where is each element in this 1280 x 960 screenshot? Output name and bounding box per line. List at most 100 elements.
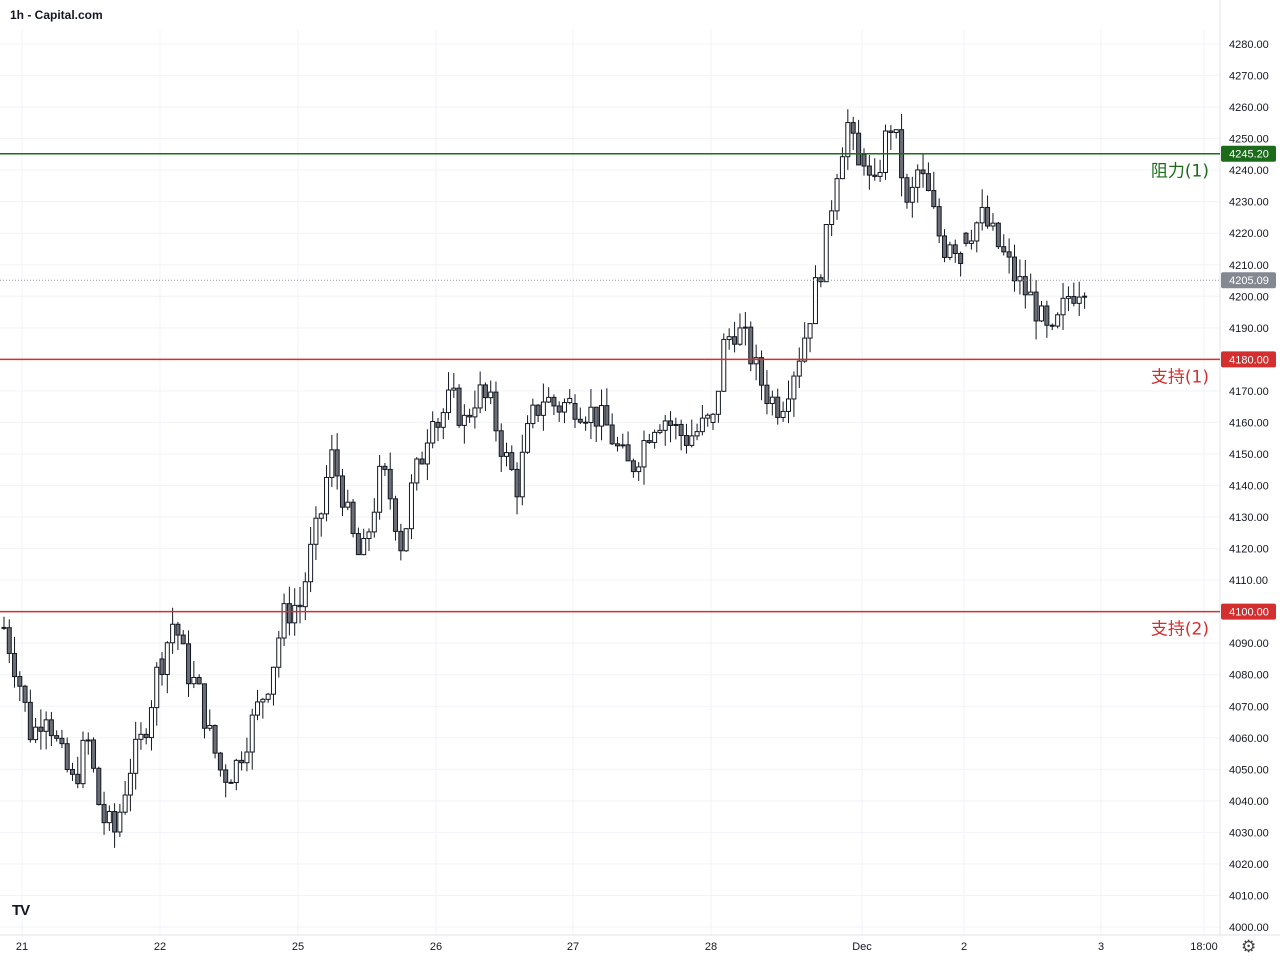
candle-body	[175, 623, 181, 636]
y-tick-label: 4120.00	[1229, 544, 1269, 556]
candle-body	[106, 811, 112, 824]
y-tick-label: 4170.00	[1229, 386, 1269, 398]
x-tick-label: 18:00	[1190, 941, 1218, 953]
candle-body	[6, 627, 12, 654]
candle-body	[593, 406, 599, 427]
y-tick-label: 4280.00	[1229, 39, 1269, 51]
candle-body	[636, 466, 642, 473]
candle-body	[1076, 296, 1082, 304]
candle-body	[233, 759, 239, 784]
candle-body	[1082, 295, 1088, 298]
candle-body	[802, 337, 808, 362]
candle-body	[133, 738, 139, 774]
y-tick-label: 4150.00	[1229, 449, 1269, 461]
candle-body	[829, 210, 835, 225]
candle-body	[122, 794, 128, 813]
level-price-tag	[1221, 351, 1276, 368]
candle-body	[775, 396, 781, 418]
x-tick-label: 22	[154, 941, 166, 953]
candle-body	[403, 528, 409, 552]
candle-body	[355, 533, 361, 556]
candle-body	[764, 384, 770, 405]
y-tick-label: 4030.00	[1229, 827, 1269, 839]
y-tick-label: 4190.00	[1229, 323, 1269, 335]
candle-body	[1012, 256, 1018, 282]
candle-body	[201, 683, 207, 729]
candle-body	[856, 132, 862, 166]
candle-body	[85, 739, 91, 742]
candle-body	[673, 423, 679, 426]
candle-body	[925, 173, 931, 192]
candle-body	[662, 420, 668, 431]
current-price-tag	[1221, 272, 1276, 289]
candle-body	[705, 414, 711, 419]
candle-body	[812, 277, 818, 325]
candle-body	[482, 384, 488, 399]
candle-body	[117, 811, 123, 833]
y-tick-label: 4160.00	[1229, 417, 1269, 429]
candle-body	[583, 421, 589, 424]
candle-body	[572, 403, 578, 420]
candle-body	[54, 735, 60, 739]
candle-body	[207, 724, 213, 729]
x-tick-label: 21	[16, 941, 28, 953]
candle-body	[101, 804, 107, 824]
x-tick-label: Dec	[852, 941, 872, 953]
candle-body	[753, 357, 759, 365]
candle-body	[408, 482, 414, 530]
candle-body	[866, 165, 872, 176]
candle-body	[339, 475, 345, 508]
candle-body	[599, 405, 605, 427]
candle-body	[551, 396, 557, 407]
candle-body	[715, 390, 721, 415]
candle-body	[302, 581, 308, 608]
candle-body	[1033, 291, 1039, 322]
candle-body	[535, 404, 541, 416]
candle-body	[1044, 305, 1050, 326]
candle-body	[217, 752, 223, 771]
candle-body	[1028, 291, 1034, 296]
gear-icon[interactable]: ⚙	[1241, 937, 1257, 956]
candle-body	[80, 739, 86, 785]
x-tick-label: 26	[430, 941, 442, 953]
candle-body	[893, 129, 899, 133]
y-tick-label: 4020.00	[1229, 859, 1269, 871]
candle-body	[807, 323, 813, 339]
candle-body	[91, 739, 97, 769]
candle-body	[419, 458, 425, 465]
level-price-tag	[1221, 603, 1276, 620]
candle-body	[683, 435, 689, 446]
candle-body	[620, 444, 626, 447]
candle-body	[318, 513, 324, 519]
candle-body	[985, 206, 991, 227]
candle-body	[732, 336, 738, 345]
candle-body	[979, 206, 985, 224]
candle-body	[652, 431, 658, 443]
candle-body	[435, 421, 441, 428]
candle-body	[286, 603, 292, 624]
candle-body	[625, 444, 631, 462]
candle-body	[308, 543, 314, 583]
level-price-tag	[1221, 145, 1276, 162]
candle-body	[488, 391, 494, 399]
candle-body	[313, 517, 319, 545]
candle-body	[180, 634, 186, 645]
candle-body	[888, 130, 894, 133]
tradingview-logo[interactable]: TV	[12, 902, 30, 919]
candle-body	[350, 501, 356, 535]
candle-body	[498, 430, 504, 457]
candle-body	[519, 451, 525, 498]
candle-body	[952, 244, 958, 255]
candle-body	[689, 435, 695, 446]
candle-body	[614, 443, 620, 447]
level-name-label: 阻力(1)	[1151, 162, 1209, 182]
y-tick-label: 4130.00	[1229, 512, 1269, 524]
candle-body	[414, 458, 420, 484]
y-tick-label: 4270.00	[1229, 71, 1269, 83]
x-tick-label: 28	[705, 941, 717, 953]
candle-body	[260, 698, 266, 703]
candle-body	[604, 405, 610, 426]
candle-body	[931, 190, 937, 208]
candle-body	[823, 223, 829, 283]
